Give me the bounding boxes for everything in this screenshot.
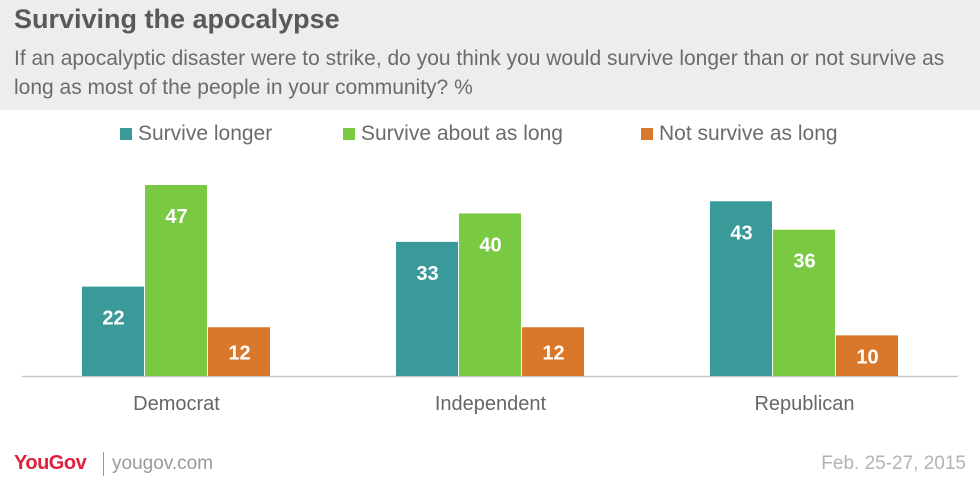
bar xyxy=(710,201,772,376)
legend-swatch xyxy=(120,128,132,140)
yougov-logo: YouGov xyxy=(14,452,87,474)
footer-site: yougov.com xyxy=(112,453,214,474)
chart-subtitle: If an apocalyptic disaster were to strik… xyxy=(14,47,945,99)
bar xyxy=(396,241,458,376)
data-label: 12 xyxy=(542,343,564,365)
category-label: Independent xyxy=(435,393,547,415)
bar xyxy=(208,327,270,376)
bar xyxy=(773,229,835,376)
data-label: 47 xyxy=(165,206,187,228)
data-label: 36 xyxy=(793,251,815,273)
legend-swatch xyxy=(343,128,355,140)
footer-date: Feb. 25-27, 2015 xyxy=(821,453,966,474)
data-label: 43 xyxy=(730,222,752,244)
header-band: Surviving the apocalypse If an apocalypt… xyxy=(0,0,980,110)
footer-divider xyxy=(103,452,104,476)
data-label: 33 xyxy=(416,263,438,285)
category-label: Democrat xyxy=(133,393,220,415)
bar xyxy=(522,327,584,376)
data-label: 10 xyxy=(856,347,878,369)
category-label: Republican xyxy=(754,393,854,415)
data-label: 12 xyxy=(228,343,250,365)
bar xyxy=(459,213,521,376)
legend-label: Survive longer xyxy=(138,122,273,145)
chart-title: Surviving the apocalypse xyxy=(14,4,340,34)
legend-label: Not survive as long xyxy=(659,122,838,145)
data-label: 22 xyxy=(102,308,124,330)
bar xyxy=(836,335,898,376)
bar-chart: 22 47 12 Democrat 33 40 12 Independent 43 36 10 Rep… xyxy=(22,185,958,415)
legend-label: Survive about as long xyxy=(361,122,563,145)
bar xyxy=(145,185,207,376)
legend-swatch xyxy=(641,128,653,140)
data-label: 40 xyxy=(479,234,501,256)
legend: Survive longer Survive about as long Not… xyxy=(0,120,980,150)
bar xyxy=(82,286,144,376)
